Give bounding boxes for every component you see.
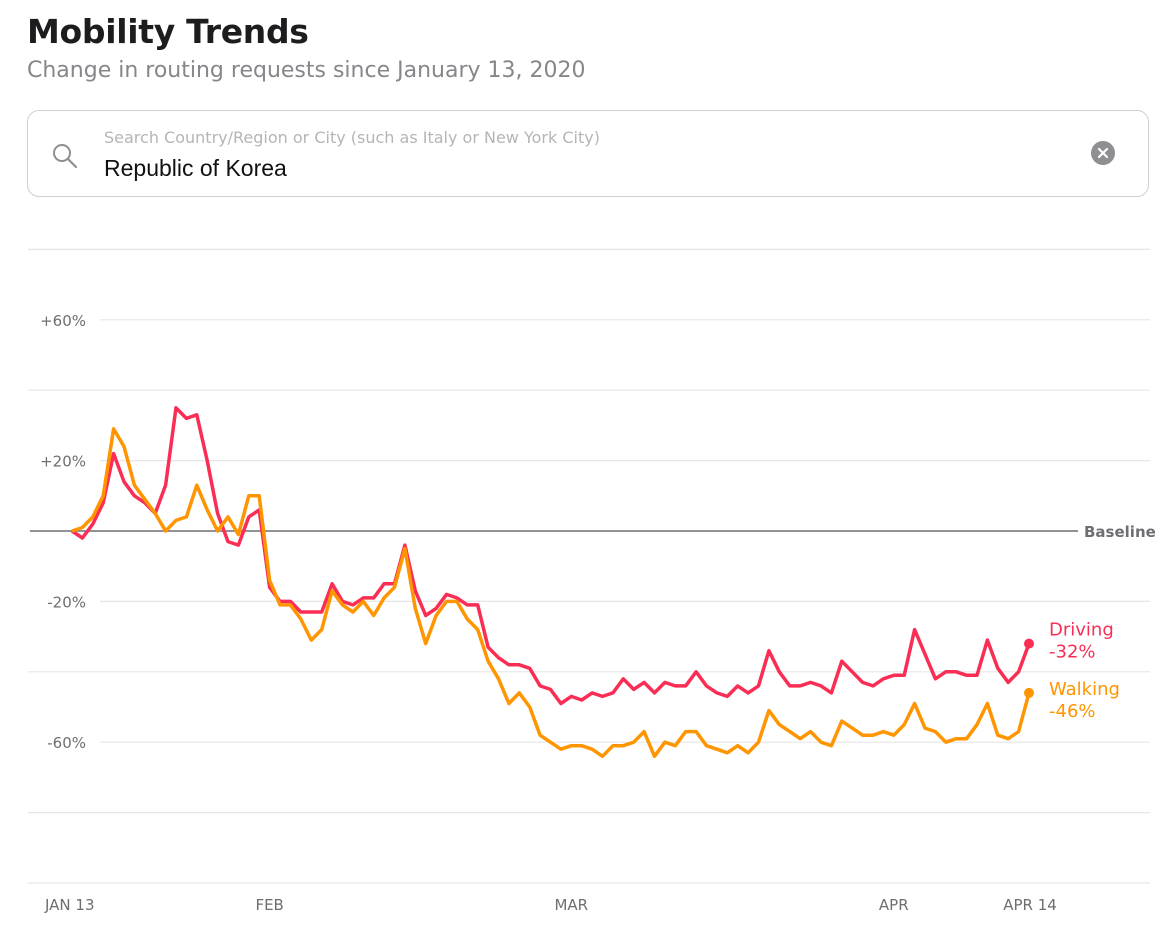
page-title: Mobility Trends: [27, 12, 309, 51]
y-tick-label: -20%: [47, 593, 86, 611]
search-box[interactable]: Search Country/Region or City (such as I…: [27, 110, 1149, 197]
baseline-label: Baseline: [1084, 523, 1156, 541]
y-tick-label: +60%: [40, 312, 86, 330]
x-tick-label: APR: [879, 896, 909, 914]
search-placeholder: Search Country/Region or City (such as I…: [104, 128, 600, 147]
driving-line: [71, 406, 1031, 706]
driving-legend-label: Driving: [1049, 620, 1114, 641]
x-tick-label: APR 14: [1003, 896, 1057, 914]
clear-icon[interactable]: [1091, 141, 1115, 165]
walking-line: [71, 427, 1031, 759]
x-tick-label: MAR: [554, 896, 588, 914]
driving-end-value: -32%: [1049, 642, 1096, 663]
x-tick-label: JAN 13: [44, 896, 95, 914]
walking-end-point: [1024, 687, 1034, 698]
y-tick-label: +20%: [40, 453, 86, 471]
search-icon: [52, 143, 78, 173]
walking-end-value: -46%: [1049, 701, 1096, 722]
page-subtitle: Change in routing requests since January…: [27, 58, 586, 83]
x-tick-label: FEB: [255, 896, 283, 914]
walking-legend-label: Walking: [1049, 679, 1120, 700]
driving-end-point: [1024, 638, 1034, 649]
y-tick-label: -60%: [47, 734, 86, 752]
search-input[interactable]: Republic of Korea: [104, 155, 287, 181]
